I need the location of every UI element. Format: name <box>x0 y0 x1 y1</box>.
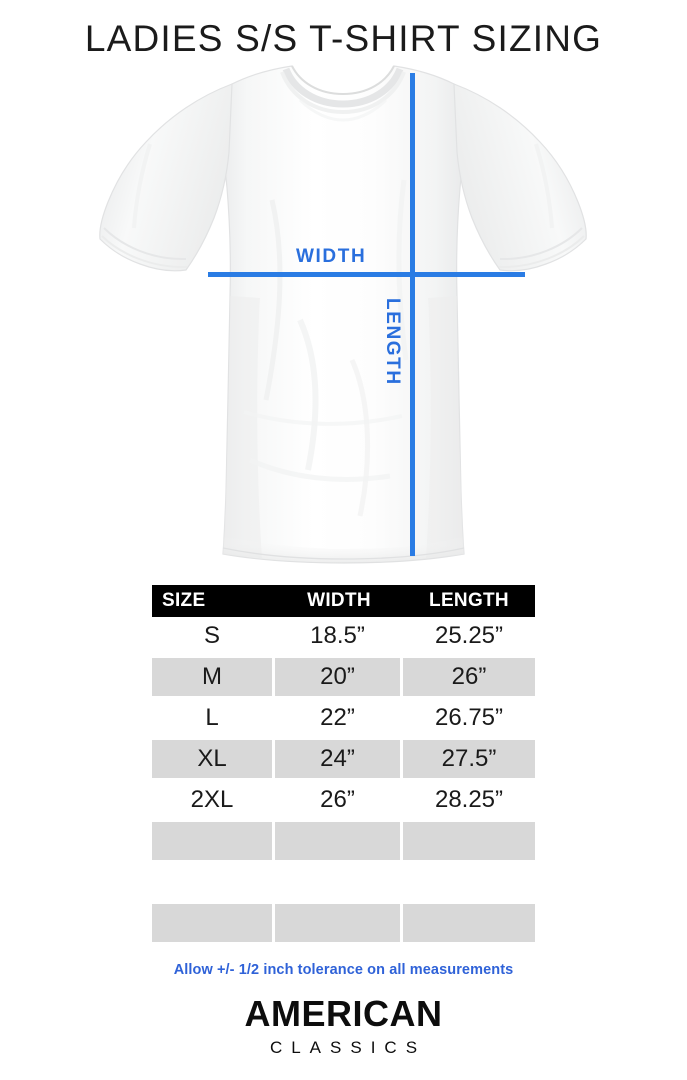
brand-name-secondary: CLASSICS <box>269 1038 427 1057</box>
table-row: M 20” 26” <box>152 658 535 699</box>
cell-length <box>403 945 535 983</box>
cell-size: L <box>152 699 275 740</box>
column-header-size: SIZE <box>152 585 275 617</box>
table-row: L 22” 26.75” <box>152 699 535 740</box>
cell-width: 20” <box>275 658 403 699</box>
column-header-length: LENGTH <box>403 585 535 617</box>
cell-length <box>403 904 535 945</box>
cell-width <box>275 904 403 945</box>
cell-width <box>275 945 403 983</box>
table-row-empty <box>152 904 535 945</box>
cell-size <box>152 904 275 945</box>
column-header-width: WIDTH <box>275 585 403 617</box>
cell-width: 26” <box>275 781 403 822</box>
length-guide-line <box>410 73 415 556</box>
table-row: XL 24” 27.5” <box>152 740 535 781</box>
table-header-row: SIZE WIDTH LENGTH <box>152 585 535 617</box>
size-chart-table: SIZE WIDTH LENGTH S 18.5” 25.25” M 20” 2… <box>152 585 535 983</box>
cell-length: 25.25” <box>403 617 535 658</box>
cell-width <box>275 863 403 904</box>
table-row-empty <box>152 945 535 983</box>
cell-length: 26.75” <box>403 699 535 740</box>
width-label: WIDTH <box>296 246 367 267</box>
table-row-empty <box>152 822 535 863</box>
cell-length <box>403 863 535 904</box>
cell-width: 22” <box>275 699 403 740</box>
cell-length: 27.5” <box>403 740 535 781</box>
table-row-empty <box>152 863 535 904</box>
cell-width: 18.5” <box>275 617 403 658</box>
cell-size: M <box>152 658 275 699</box>
shirt-illustration: WIDTH LENGTH <box>0 60 687 580</box>
page-title: LADIES S/S T-SHIRT SIZING <box>84 18 603 59</box>
length-label: LENGTH <box>382 298 403 386</box>
shirt-body <box>216 65 471 564</box>
cell-length <box>403 822 535 863</box>
cell-size <box>152 863 275 904</box>
cell-size <box>152 822 275 863</box>
table-row: S 18.5” 25.25” <box>152 617 535 658</box>
cell-length: 28.25” <box>403 781 535 822</box>
shirt-collar <box>280 65 406 122</box>
table-row: 2XL 26” 28.25” <box>152 781 535 822</box>
cell-length: 26” <box>403 658 535 699</box>
cell-size <box>152 945 275 983</box>
cell-width <box>275 822 403 863</box>
brand-name-primary: AMERICAN <box>244 993 443 1034</box>
cell-size: S <box>152 617 275 658</box>
shirt-sleeve-left <box>99 83 233 272</box>
cell-size: 2XL <box>152 781 275 822</box>
t-shirt-graphic <box>99 65 587 564</box>
tolerance-note: Allow +/- 1/2 inch tolerance on all meas… <box>173 962 514 978</box>
brand-logo: AMERICAN CLASSICS <box>0 993 687 1057</box>
cell-width: 24” <box>275 740 403 781</box>
cell-size: XL <box>152 740 275 781</box>
shirt-sleeve-right <box>453 83 587 272</box>
width-guide-line <box>208 272 525 277</box>
